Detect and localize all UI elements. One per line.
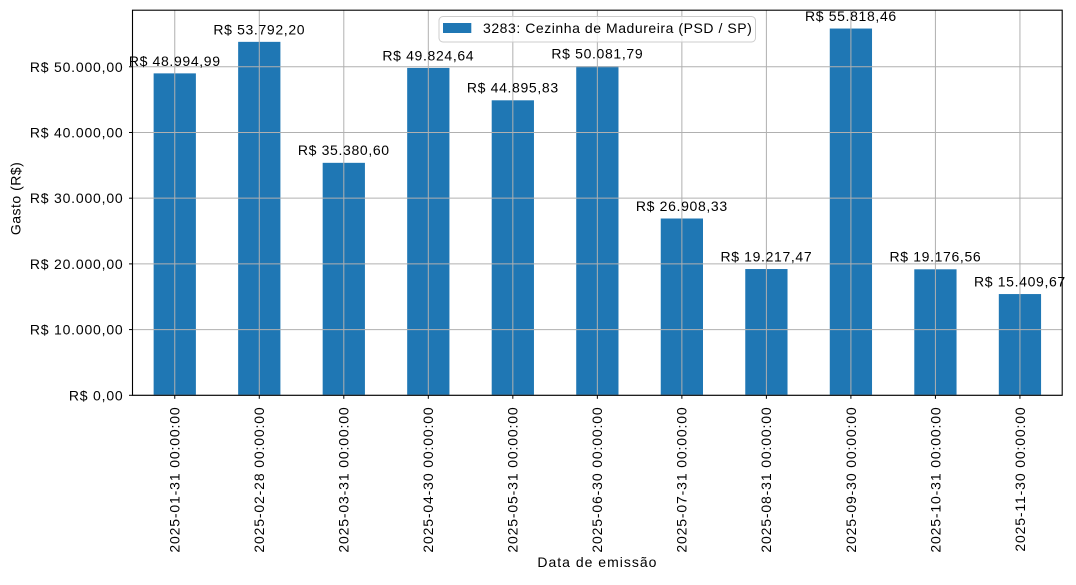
svg-text:R$ 20.000,00: R$ 20.000,00 <box>30 256 124 272</box>
svg-text:R$ 26.908,33: R$ 26.908,33 <box>636 198 728 214</box>
svg-text:2025-09-30 00:00:00: 2025-09-30 00:00:00 <box>843 407 859 553</box>
svg-text:2025-02-28 00:00:00: 2025-02-28 00:00:00 <box>251 407 267 553</box>
svg-text:R$ 48.994,99: R$ 48.994,99 <box>129 53 221 69</box>
svg-text:R$ 49.824,64: R$ 49.824,64 <box>382 47 474 63</box>
svg-text:R$ 0,00: R$ 0,00 <box>69 387 124 403</box>
svg-text:2025-05-31 00:00:00: 2025-05-31 00:00:00 <box>505 407 521 553</box>
svg-text:R$ 10.000,00: R$ 10.000,00 <box>30 322 124 338</box>
svg-text:2025-11-30 00:00:00: 2025-11-30 00:00:00 <box>1012 407 1028 552</box>
svg-text:Gasto (R$): Gasto (R$) <box>8 162 24 235</box>
svg-text:2025-06-30 00:00:00: 2025-06-30 00:00:00 <box>589 407 605 553</box>
svg-text:2025-08-31 00:00:00: 2025-08-31 00:00:00 <box>758 407 774 553</box>
svg-text:R$ 53.792,20: R$ 53.792,20 <box>213 21 305 37</box>
svg-text:Data de emissão: Data de emissão <box>537 554 657 570</box>
svg-text:R$ 35.380,60: R$ 35.380,60 <box>298 142 390 158</box>
svg-text:R$ 40.000,00: R$ 40.000,00 <box>30 124 124 140</box>
svg-text:2025-10-31 00:00:00: 2025-10-31 00:00:00 <box>927 407 943 553</box>
svg-text:R$ 50.081,79: R$ 50.081,79 <box>551 46 643 62</box>
svg-text:2025-04-30 00:00:00: 2025-04-30 00:00:00 <box>420 407 436 553</box>
svg-text:R$ 19.176,56: R$ 19.176,56 <box>889 249 981 265</box>
svg-text:R$ 19.217,47: R$ 19.217,47 <box>720 248 812 264</box>
svg-text:R$ 15.409,67: R$ 15.409,67 <box>974 273 1066 289</box>
svg-text:R$ 50.000,00: R$ 50.000,00 <box>30 59 124 75</box>
svg-text:3283: Cezinha de Madureira (PS: 3283: Cezinha de Madureira (PSD / SP) <box>483 20 752 36</box>
svg-text:2025-03-31 00:00:00: 2025-03-31 00:00:00 <box>336 407 352 553</box>
svg-text:2025-07-31 00:00:00: 2025-07-31 00:00:00 <box>674 407 690 553</box>
svg-text:R$ 44.895,83: R$ 44.895,83 <box>467 80 559 96</box>
svg-text:R$ 30.000,00: R$ 30.000,00 <box>30 190 124 206</box>
svg-text:2025-01-31 00:00:00: 2025-01-31 00:00:00 <box>167 407 183 553</box>
svg-text:R$ 55.818,46: R$ 55.818,46 <box>805 8 897 24</box>
